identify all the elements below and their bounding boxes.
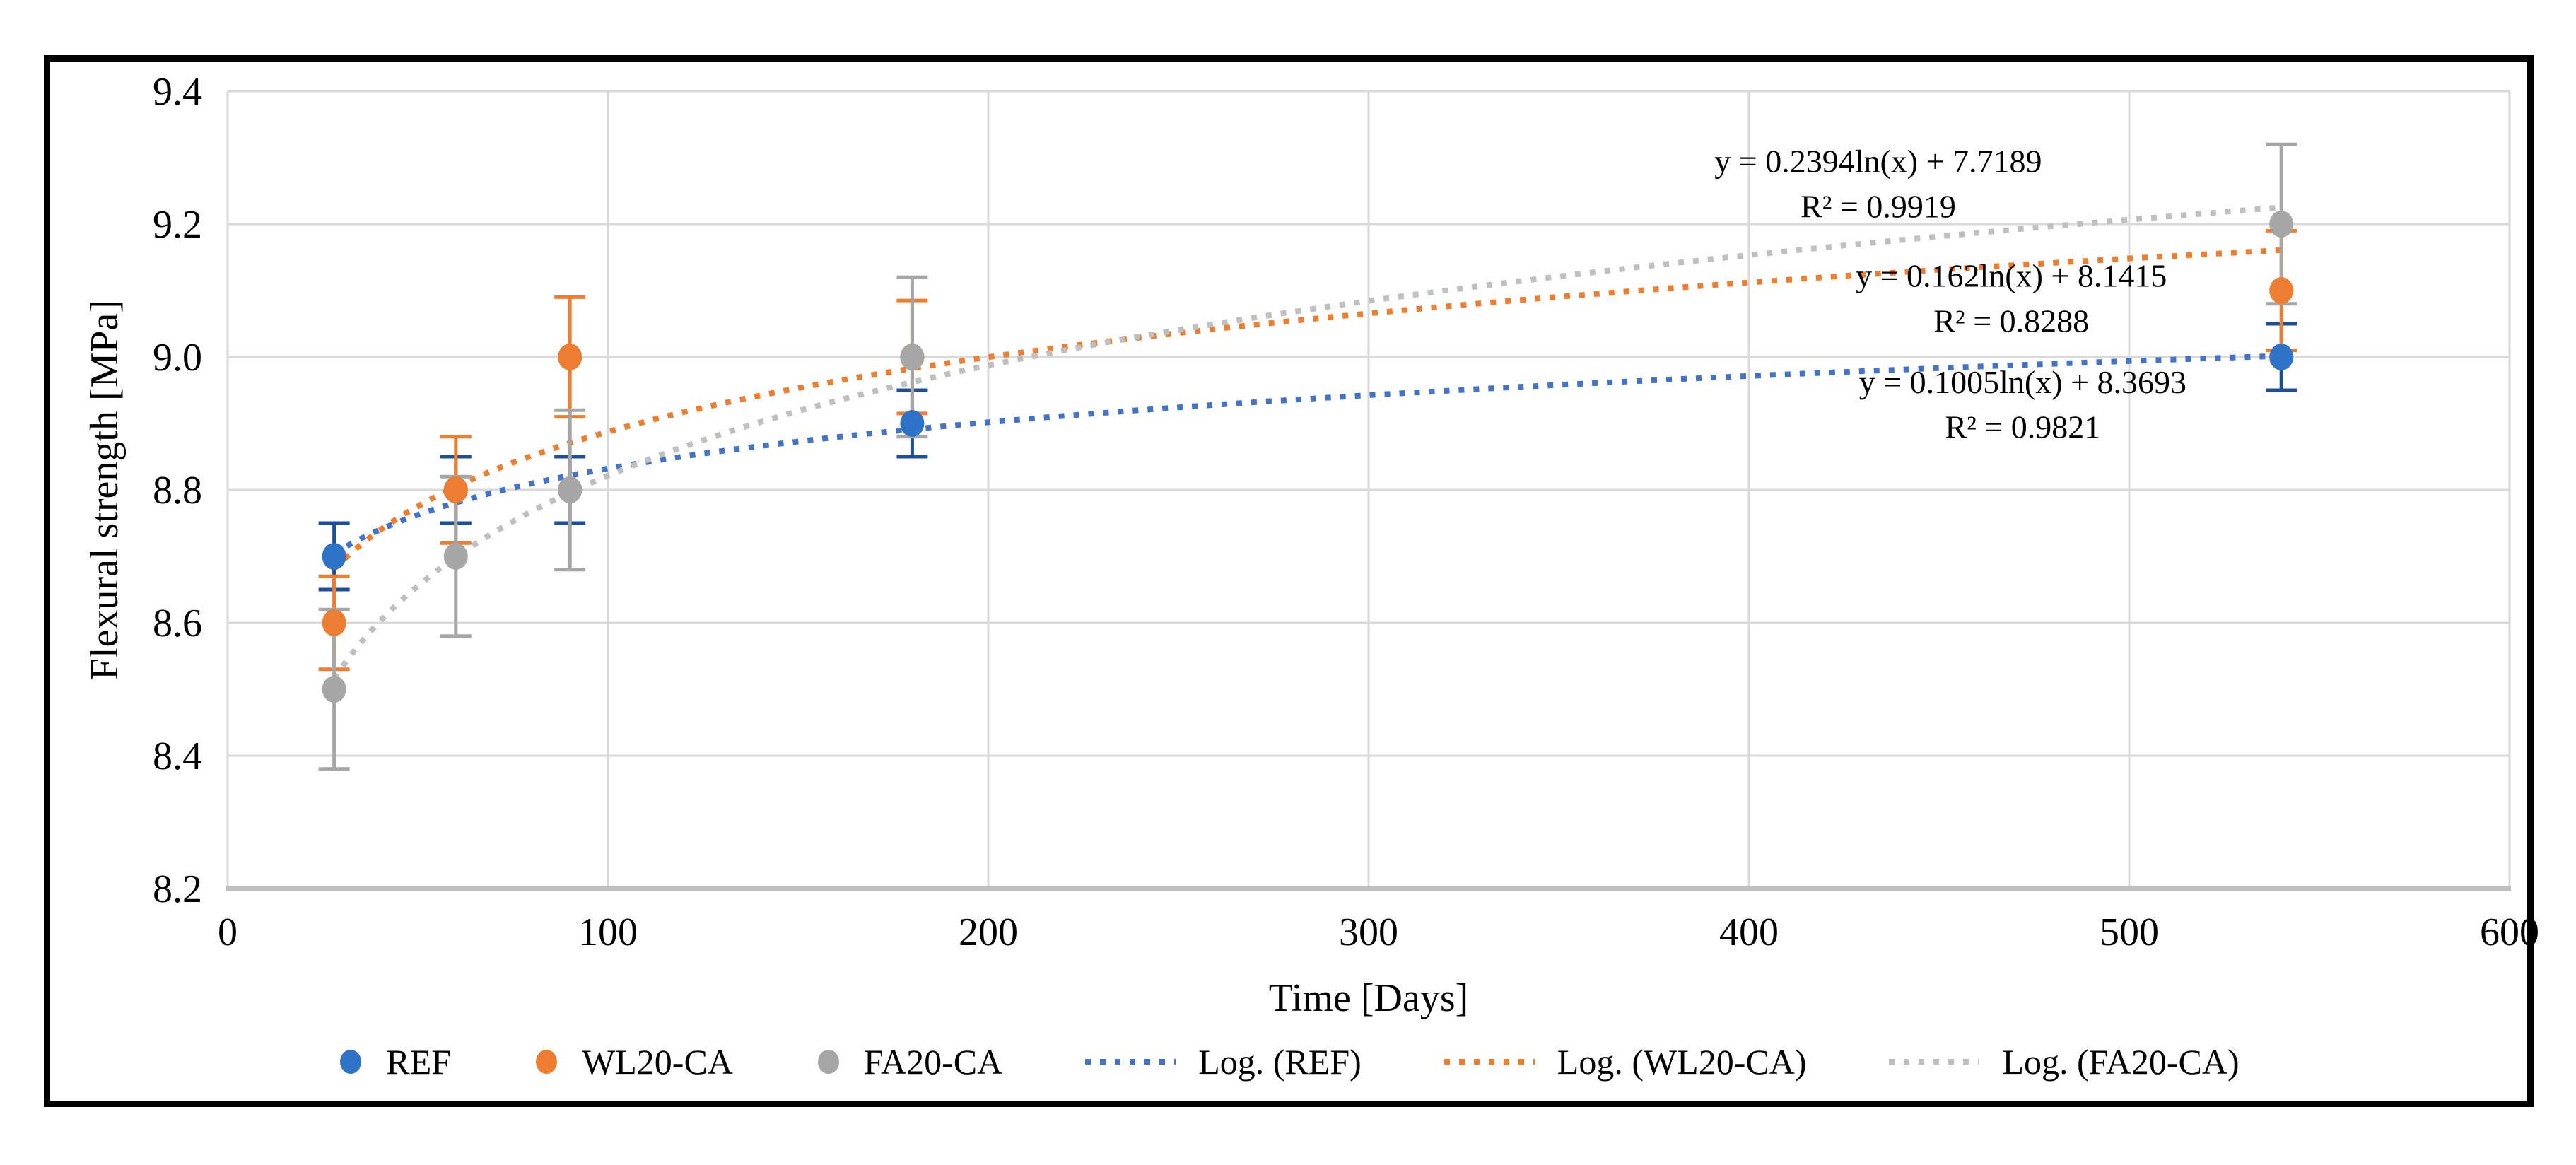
chart-legend: REF WL20-CA FA20-CA Log. (REF) Log. (WL20-CA… [0,1030,2576,1094]
data-point-WL20-CA-90 [558,344,582,370]
data-point-FA20-CA-60 [443,543,468,570]
x-tick-label: 500 [2100,911,2159,954]
y-axis-title: Flexural strength [MPa] [83,299,127,681]
legend-item-FA20-CA: FA20-CA [814,1041,1002,1082]
data-point-FA20-CA-540 [2269,211,2294,238]
y-tick-label: 8.8 [153,469,202,513]
trendline-r2-FA20-CA: R² = 0.9919 [1801,189,1956,225]
legend-label-trend-WL20-CA: Log. (WL20-CA) [1557,1042,1807,1082]
data-point-REF-540 [2269,344,2294,370]
data-point-WL20-CA-60 [443,476,468,503]
x-tick-label: 600 [2480,911,2539,954]
legend-item-trend-FA20-CA: Log. (FA20-CA) [1887,1041,2240,1082]
legend-label-trend-REF: Log. (REF) [1198,1042,1362,1082]
figure-border [44,55,2534,1107]
data-point-FA20-CA-90 [558,476,582,503]
data-point-REF-28 [322,543,346,570]
data-point-WL20-CA-540 [2269,277,2294,304]
legend-trendline-sample-FA20-CA [1889,1059,1980,1065]
legend-label-REF: REF [386,1042,452,1082]
legend-marker-WL20-CA [536,1050,558,1074]
legend-marker-FA20-CA [817,1050,839,1074]
x-tick-label: 400 [1719,911,1779,954]
data-point-WL20-CA-28 [322,609,346,636]
trendline-r2-WL20-CA: R² = 0.8288 [1933,303,2089,339]
y-tick-label: 8.4 [153,734,202,778]
legend-label-FA20-CA: FA20-CA [863,1042,1003,1082]
data-point-REF-180 [900,410,925,437]
trendline-r2-REF: R² = 0.9821 [1945,409,2100,445]
trendline-equation-WL20-CA: y = 0.162ln(x) + 8.1415 [1856,257,2167,293]
legend-trendline-sample-REF [1085,1059,1176,1065]
x-tick-label: 200 [959,911,1018,954]
y-tick-label: 8.6 [153,602,202,645]
data-point-FA20-CA-180 [900,344,925,370]
legend-item-WL20-CA: WL20-CA [532,1041,733,1082]
legend-marker-REF [340,1050,362,1074]
y-tick-label: 9.2 [153,203,202,247]
x-tick-label: 300 [1339,911,1398,954]
x-tick-label: 0 [218,911,238,954]
legend-item-trend-REF: Log. (REF) [1084,1041,1362,1082]
y-tick-label: 9.0 [153,336,202,380]
legend-item-REF: REF [336,1041,451,1082]
legend-label-trend-FA20-CA: Log. (FA20-CA) [2002,1042,2240,1082]
trendline-equation-FA20-CA: y = 0.2394ln(x) + 7.7189 [1714,144,2042,180]
legend-label-WL20-CA: WL20-CA [582,1042,733,1082]
legend-item-trend-WL20-CA: Log. (WL20-CA) [1443,1041,1807,1082]
x-axis-title: Time [Days] [1268,976,1469,1020]
y-tick-label: 9.4 [153,70,202,114]
trendline-equation-REF: y = 0.1005ln(x) + 8.3693 [1859,364,2186,400]
data-point-FA20-CA-28 [322,676,346,703]
legend-trendline-sample-WL20-CA [1444,1059,1535,1065]
x-tick-label: 100 [578,911,638,954]
y-tick-label: 8.2 [153,867,202,911]
